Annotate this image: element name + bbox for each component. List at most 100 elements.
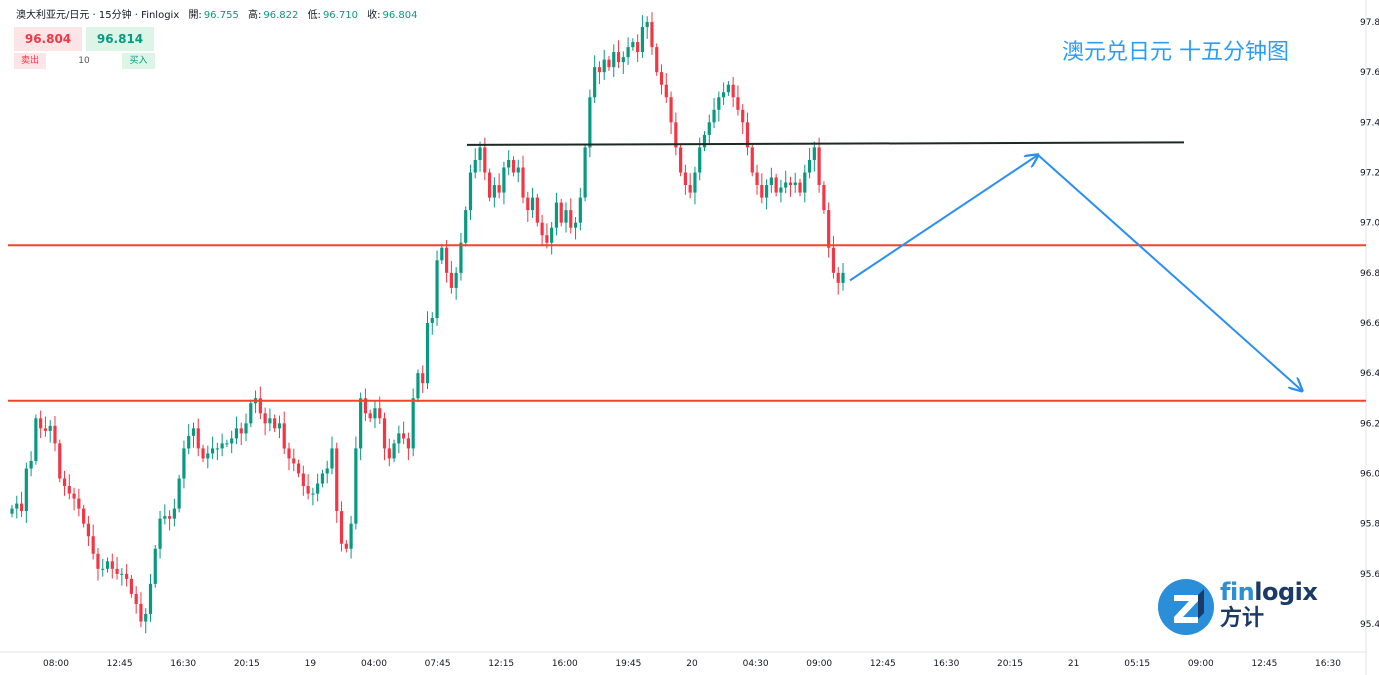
candle-body [812, 147, 816, 160]
logo-wordmark: finlogix 方计 [1220, 578, 1318, 633]
candle-body [58, 443, 62, 479]
candle-body [378, 408, 382, 419]
quantity-input[interactable]: 10 [48, 53, 120, 69]
candle-body [244, 423, 248, 434]
candle-body [798, 182, 802, 193]
candle-body [454, 272, 458, 288]
candle-body [163, 516, 167, 519]
candle-body [172, 508, 176, 519]
candle-body [187, 435, 191, 449]
candle-body [669, 97, 673, 123]
candle-body [717, 97, 721, 110]
candle-body [191, 428, 196, 436]
candle-body [363, 398, 368, 414]
candle-body [769, 177, 773, 186]
chart-header: 澳大利亚元/日元 · 15分钟 · Finlogix 開: 96.755 高: 96… [16, 6, 418, 21]
candle-body [607, 59, 611, 68]
candle-body [397, 433, 401, 444]
candle-body [564, 210, 568, 223]
candle-body [359, 398, 363, 449]
candle-body [698, 147, 702, 173]
candle-body [368, 413, 372, 419]
candle-body [550, 227, 554, 243]
time-tick-label: 20 [686, 659, 698, 669]
buy-button[interactable]: 买入 [122, 53, 155, 69]
candle-body [316, 483, 320, 494]
candle-body [249, 403, 253, 424]
logo-en-b: logix [1254, 578, 1318, 606]
forecast-arrow [1037, 154, 1302, 391]
candle-body [110, 561, 114, 569]
candle-body [105, 561, 110, 569]
candle-body [373, 408, 377, 419]
buy-price-button[interactable]: 96.814 [86, 27, 154, 51]
candle-body [827, 210, 831, 248]
candle-body [459, 242, 463, 273]
candle-body [535, 197, 539, 223]
candle-body [77, 498, 81, 509]
candle-body [168, 516, 172, 519]
price-tick-label: 96.200 [1360, 419, 1379, 429]
candle-body [726, 84, 730, 93]
candle-body [153, 548, 157, 584]
candle-body [239, 428, 243, 434]
candle-body [578, 197, 582, 223]
time-tick-label: 09:00 [1188, 659, 1214, 669]
candle-body [583, 147, 587, 198]
candle-body [803, 172, 807, 193]
candle-body [650, 22, 654, 48]
candle-body [597, 67, 602, 73]
candle-body [43, 428, 48, 431]
time-tick-label: 21 [1068, 659, 1079, 669]
candle-body [144, 613, 148, 622]
candle-body [530, 197, 535, 211]
candle-body [91, 536, 95, 554]
price-tick-label: 97.200 [1360, 169, 1379, 179]
candle-body [645, 22, 649, 28]
candle-body [745, 122, 750, 148]
low-value: 96.710 [322, 10, 358, 21]
close-value: 96.804 [382, 10, 418, 21]
candle-body [215, 448, 219, 450]
sell-price-button[interactable]: 96.804 [14, 27, 82, 51]
candle-body [129, 578, 133, 594]
symbol-label: 澳大利亚元/日元 · 15分钟 · Finlogix [16, 10, 180, 21]
time-tick-label: 16:30 [170, 659, 196, 669]
high-value: 96.822 [263, 10, 299, 21]
candle-body [640, 27, 645, 53]
price-tick-label: 95.600 [1360, 570, 1379, 580]
candle-body [593, 67, 597, 98]
close-label: 收: [367, 10, 381, 21]
candle-body [306, 486, 310, 494]
candle-body [96, 553, 100, 569]
sell-button[interactable]: 卖出 [14, 53, 46, 69]
time-tick-label: 16:30 [1315, 659, 1341, 669]
candle-body [626, 47, 630, 58]
time-tick-label: 12:15 [488, 659, 514, 669]
time-tick-label: 19:45 [615, 659, 641, 669]
candle-body [268, 418, 272, 424]
candlestick-series [10, 12, 845, 634]
candle-body [822, 185, 826, 211]
candle-body [339, 511, 344, 544]
candle-body [301, 473, 305, 487]
candle-body [473, 159, 477, 173]
price-tick-label: 95.800 [1360, 520, 1379, 530]
candle-body [540, 222, 544, 236]
candle-body [430, 317, 434, 324]
candle-body [296, 463, 301, 474]
low-label: 低: [307, 10, 321, 21]
candle-body [659, 72, 664, 85]
support-resistance-lines [8, 141, 1366, 402]
forecast-arrows [849, 154, 1302, 391]
candle-body [177, 478, 181, 509]
candle-body [807, 159, 812, 173]
candle-body [774, 177, 778, 193]
candle-body [411, 398, 415, 449]
candle-body [841, 272, 845, 283]
candle-body [588, 97, 592, 148]
candle-body [788, 182, 793, 186]
candle-body [511, 159, 516, 173]
candle-body [760, 185, 764, 198]
